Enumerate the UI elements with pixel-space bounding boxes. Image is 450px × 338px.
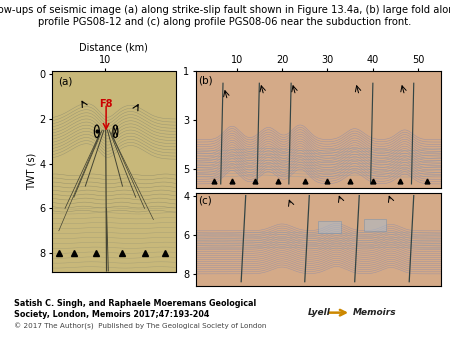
Text: F8: F8 — [99, 99, 113, 109]
Bar — [364, 219, 387, 231]
Text: Satish C. Singh, and Raphaele Moeremans Geological
Society, London, Memoirs 2017: Satish C. Singh, and Raphaele Moeremans … — [14, 299, 256, 318]
X-axis label: Distance (km): Distance (km) — [79, 43, 148, 53]
Bar — [319, 221, 341, 233]
Text: (b): (b) — [198, 76, 213, 86]
Text: Blow-ups of seismic image (a) along strike-slip fault shown in Figure 13.4a, (b): Blow-ups of seismic image (a) along stri… — [0, 5, 450, 27]
Y-axis label: TWT (s): TWT (s) — [27, 153, 36, 190]
Text: (a): (a) — [58, 76, 72, 86]
Text: Memoirs: Memoirs — [353, 308, 397, 317]
Text: (c): (c) — [198, 195, 212, 206]
Text: © 2017 The Author(s)  Published by The Geological Society of London: © 2017 The Author(s) Published by The Ge… — [14, 322, 266, 330]
Text: Lyell: Lyell — [308, 308, 331, 317]
